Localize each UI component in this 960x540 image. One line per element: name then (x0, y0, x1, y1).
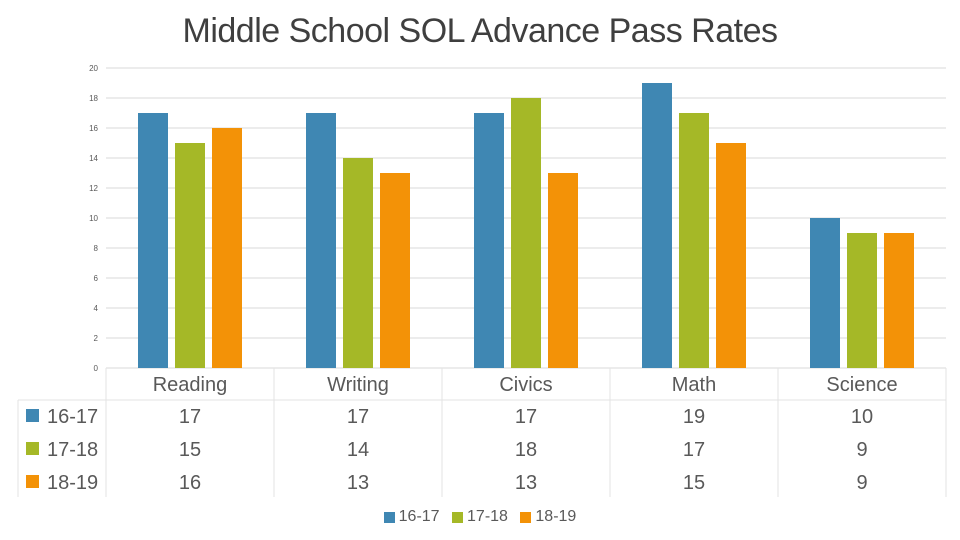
bar-17-18-science (847, 233, 877, 368)
data-label: 16 (179, 472, 201, 494)
legend-item-18-19: 18-19 (520, 508, 576, 526)
legend-label-16-17: 16-17 (398, 508, 440, 525)
legend-swatch-16-17 (383, 511, 395, 523)
table-row-label-18-19: 18-19 (47, 472, 98, 494)
bar-16-17-civics (474, 113, 504, 368)
data-label: 17 (179, 406, 201, 428)
table-swatch-17-18 (26, 442, 39, 455)
y-tick-label: 6 (94, 274, 99, 283)
data-label: 13 (347, 472, 369, 494)
x-category-label: Reading (153, 374, 228, 396)
data-label: 17 (347, 406, 369, 428)
bar-18-19-science (884, 233, 914, 368)
y-tick-label: 2 (94, 334, 99, 343)
data-label: 17 (683, 439, 705, 461)
legend-item-16-17: 16-17 (383, 508, 440, 526)
data-label: 15 (179, 439, 201, 461)
data-label: 9 (856, 439, 867, 461)
bar-16-17-science (810, 218, 840, 368)
bar-18-19-civics (548, 173, 578, 368)
x-category-label: Science (826, 374, 897, 396)
data-label: 18 (515, 439, 537, 461)
bar-18-19-reading (212, 128, 242, 368)
bar-16-17-reading (138, 113, 168, 368)
x-category-label: Math (672, 374, 716, 396)
legend-label-18-19: 18-19 (535, 508, 577, 525)
bar-18-19-math (716, 143, 746, 368)
bar-18-19-writing (380, 173, 410, 368)
y-tick-label: 20 (89, 64, 98, 73)
y-tick-label: 4 (94, 304, 99, 313)
x-category-label: Writing (327, 374, 389, 396)
y-tick-label: 18 (89, 94, 98, 103)
x-category-label: Civics (499, 374, 552, 396)
y-tick-label: 0 (94, 364, 99, 373)
chart-title: Middle School SOL Advance Pass Rates (182, 12, 778, 50)
table-row-label-17-18: 17-18 (47, 439, 98, 461)
table-swatch-18-19 (26, 475, 39, 488)
y-tick-label: 10 (89, 214, 98, 223)
y-tick-label: 16 (89, 124, 98, 133)
data-label: 19 (683, 406, 705, 428)
table-row-label-16-17: 16-17 (47, 406, 98, 428)
legend-swatch-17-18 (452, 511, 464, 523)
bar-17-18-civics (511, 98, 541, 368)
data-label: 9 (856, 472, 867, 494)
legend: 16-17 17-18 18-19 (0, 508, 960, 528)
legend-swatch-18-19 (520, 511, 532, 523)
y-tick-label: 12 (89, 184, 98, 193)
bar-17-18-reading (175, 143, 205, 368)
y-tick-label: 14 (89, 154, 98, 163)
legend-label-17-18: 17-18 (467, 508, 508, 525)
y-tick-label: 8 (94, 244, 99, 253)
bar-17-18-math (679, 113, 709, 368)
data-label: 15 (683, 472, 705, 494)
data-label: 13 (515, 472, 537, 494)
bar-16-17-writing (306, 113, 336, 368)
data-label: 10 (851, 406, 873, 428)
table-swatch-16-17 (26, 409, 39, 422)
data-label: 14 (347, 439, 369, 461)
legend-item-17-18: 17-18 (452, 508, 508, 526)
bar-16-17-math (642, 83, 672, 368)
bar-17-18-writing (343, 158, 373, 368)
data-label: 17 (515, 406, 537, 428)
